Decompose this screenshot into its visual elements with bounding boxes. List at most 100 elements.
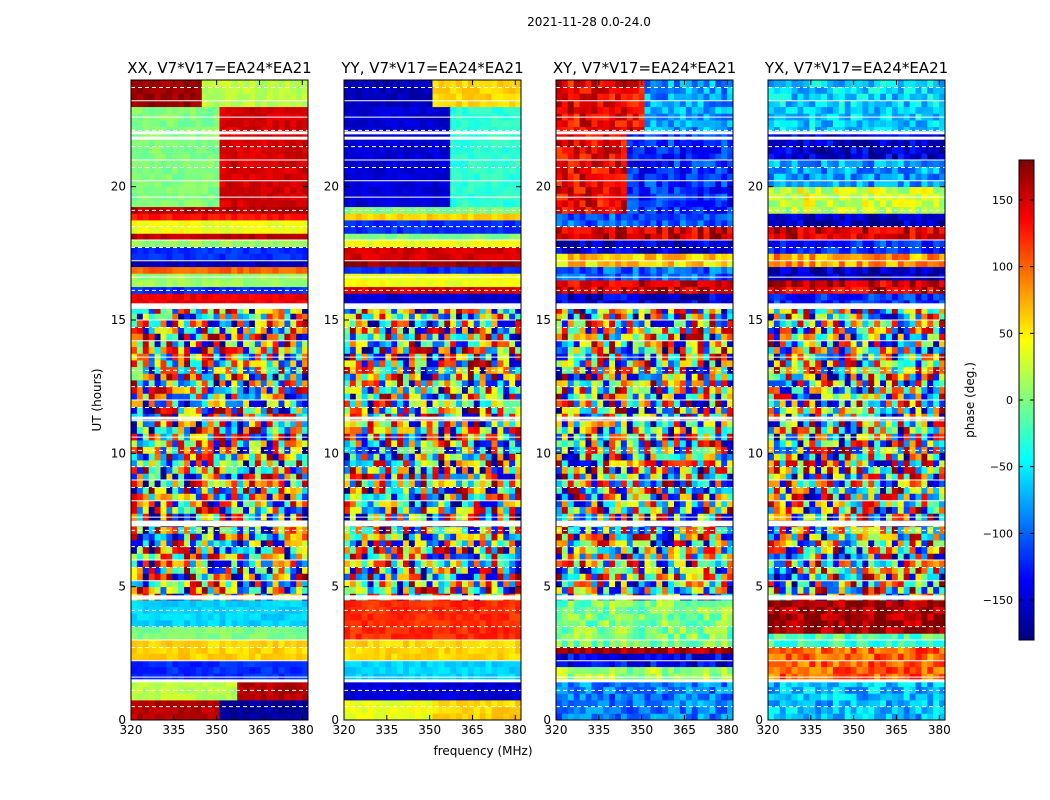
heatmap-cell — [479, 620, 486, 628]
heatmap-cell — [467, 340, 475, 348]
heatmap-cell — [444, 373, 451, 381]
heatmap-cell — [373, 573, 380, 581]
heatmap-cell — [249, 86, 256, 94]
heatmap-cell — [160, 386, 167, 394]
heatmap-cell — [391, 533, 398, 541]
heatmap-cell — [397, 693, 404, 701]
heatmap-cell — [266, 226, 273, 234]
heatmap-cell — [391, 280, 398, 288]
heatmap-cell — [190, 253, 197, 261]
heatmap-cell — [302, 206, 309, 214]
heatmap-cell — [485, 533, 492, 541]
heatmap-cell — [479, 466, 486, 474]
heatmap-cell — [509, 640, 516, 648]
heatmap-cell — [266, 586, 273, 594]
heatmap-cell — [184, 226, 191, 234]
heatmap-cell — [213, 560, 220, 568]
heatmap-cell — [243, 680, 250, 688]
heatmap-cell — [467, 566, 475, 574]
heatmap-cell — [278, 226, 285, 234]
heatmap-cell — [272, 240, 279, 248]
heatmap-cell — [355, 626, 363, 634]
heatmap-cell — [426, 660, 433, 668]
heatmap-cell — [260, 366, 268, 374]
heatmap-cell — [184, 560, 191, 568]
heatmap-cell — [219, 280, 226, 288]
heatmap-cell — [385, 586, 392, 594]
heatmap-cell — [266, 706, 273, 714]
heatmap-cell — [172, 146, 179, 154]
heatmap-cell — [296, 346, 303, 354]
heatmap-cell — [403, 706, 410, 714]
heatmap-cell — [503, 573, 510, 581]
heatmap-cell — [408, 500, 416, 508]
heatmap-cell — [266, 266, 273, 274]
heatmap-cell — [278, 233, 285, 241]
heatmap-cell — [207, 533, 214, 541]
heatmap-cell — [290, 306, 297, 314]
heatmap-cell — [355, 486, 363, 494]
heatmap-cell — [361, 700, 368, 708]
heatmap-cell — [420, 306, 427, 314]
heatmap-cell — [467, 666, 475, 674]
heatmap-cell — [284, 180, 291, 188]
heatmap-cell — [456, 333, 463, 341]
heatmap-cell — [426, 486, 433, 494]
heatmap-cell — [426, 460, 433, 468]
heatmap-cell — [272, 180, 279, 188]
heatmap-cell — [172, 280, 179, 288]
heatmap-cell — [148, 160, 155, 168]
heatmap-cell — [509, 340, 516, 348]
heatmap-cell — [201, 706, 209, 714]
heatmap-cell — [284, 80, 291, 88]
heatmap-cell — [249, 440, 256, 448]
heatmap-cell — [408, 473, 416, 481]
heatmap-cell — [290, 340, 297, 348]
heatmap-cell — [467, 653, 475, 661]
heatmap-cell — [142, 533, 150, 541]
heatmap-cell — [190, 260, 197, 268]
heatmap-cell — [213, 426, 220, 434]
heatmap-cell — [207, 373, 214, 381]
heatmap-cell — [420, 346, 427, 354]
heatmap-cell — [172, 246, 179, 254]
heatmap-cell — [213, 653, 220, 661]
heatmap-cell — [195, 166, 203, 174]
heatmap-cell — [172, 93, 179, 101]
heatmap-cell — [491, 666, 498, 674]
heatmap-cell — [190, 553, 197, 561]
heatmap-cell — [515, 286, 522, 294]
heatmap-cell — [195, 706, 203, 714]
heatmap-cell — [172, 346, 179, 354]
heatmap-cell — [397, 580, 404, 588]
heatmap-cell — [190, 206, 197, 214]
heatmap-cell — [408, 693, 416, 701]
heatmap-cell — [278, 706, 285, 714]
heatmap-cell — [278, 313, 285, 321]
heatmap-cell — [266, 486, 273, 494]
heatmap-cell — [213, 646, 220, 654]
heatmap-cell — [367, 393, 374, 401]
heatmap-cell — [195, 246, 203, 254]
heatmap-cell — [284, 500, 291, 508]
heatmap-cell — [136, 406, 144, 414]
heatmap-cell — [160, 213, 167, 221]
heatmap-cell — [426, 553, 433, 561]
heatmap-cell — [154, 500, 161, 508]
heatmap-cell — [172, 440, 179, 448]
heatmap-cell — [260, 646, 268, 654]
heatmap-cell — [201, 426, 209, 434]
heatmap-cell — [485, 546, 492, 554]
heatmap-cell — [302, 200, 309, 208]
heatmap-cell — [243, 140, 250, 148]
heatmap-cell — [131, 420, 138, 428]
heatmap-cell — [237, 106, 244, 114]
heatmap-cell — [367, 360, 374, 368]
heatmap-cell — [503, 566, 510, 574]
heatmap-cell — [284, 546, 291, 554]
heatmap-cell — [225, 653, 232, 661]
heatmap-cell — [284, 613, 291, 621]
heatmap-cell — [302, 560, 309, 568]
heatmap-cell — [479, 633, 486, 641]
heatmap-cell — [450, 533, 457, 541]
